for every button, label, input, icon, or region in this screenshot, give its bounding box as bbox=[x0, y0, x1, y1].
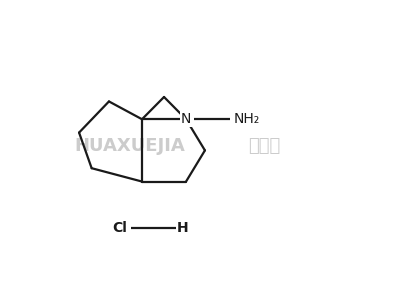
Text: NH₂: NH₂ bbox=[233, 112, 259, 126]
Text: Cl: Cl bbox=[112, 221, 127, 235]
Text: H: H bbox=[177, 221, 188, 235]
Text: HUAXUEJIA: HUAXUEJIA bbox=[74, 137, 184, 155]
Text: N: N bbox=[180, 112, 191, 126]
Text: 化学加: 化学加 bbox=[248, 137, 280, 155]
